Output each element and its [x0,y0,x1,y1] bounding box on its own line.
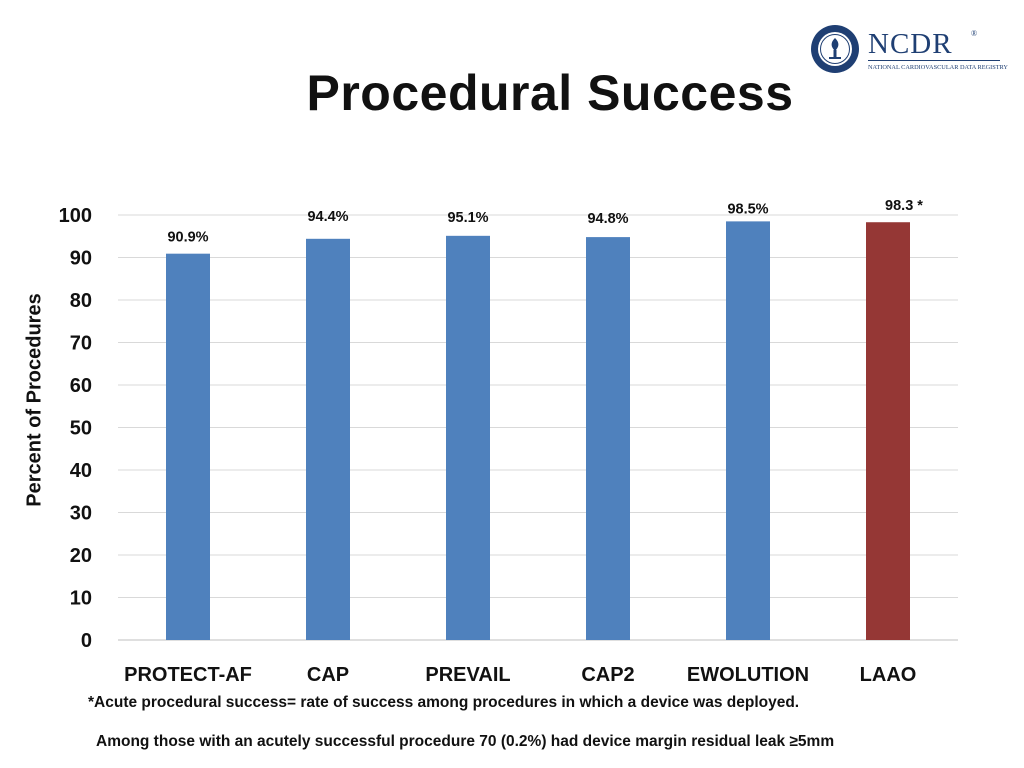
bars [166,221,910,641]
logo-tagline: NATIONAL CARDIOVASCULAR DATA REGISTRY [868,64,1008,71]
y-tick-label: 20 [70,545,92,567]
grid-lines [118,214,958,641]
y-tick-label: 90 [70,248,92,270]
data-label: 94.8% [587,211,628,227]
acc-seal-icon [811,25,859,73]
data-labels: 90.9% 94.4% 95.1% 94.8% 98.5% 98.3 * [167,198,923,245]
x-tick-label: PROTECT-AF [124,664,252,686]
bar [726,221,770,640]
bar [866,222,910,640]
logo-name: NCDR [868,28,953,60]
data-label: 95.1% [447,210,488,226]
y-tick-label: 10 [70,588,92,610]
slide-title: Procedural Success [306,65,794,121]
ncdr-logo: NCDR ® NATIONAL CARDIOVASCULAR DATA REGI… [810,24,1010,76]
y-tick-label: 70 [70,333,92,355]
y-tick-label: 50 [70,418,92,440]
y-tick-label: 60 [70,375,92,397]
logo-divider [868,60,1000,61]
y-tick-label: 0 [81,630,92,652]
x-tick-label: EWOLUTION [687,664,809,686]
data-label: 98.3 * [885,198,923,214]
y-tick-label: 100 [59,205,92,227]
bar [306,238,350,641]
bar [446,235,490,640]
y-tick-labels: 0 10 20 30 40 50 60 70 80 90 100 [59,205,92,652]
residual-leak-note: Among those with an acutely successful p… [96,733,835,750]
footnote: *Acute procedural success= rate of succe… [88,694,800,711]
x-tick-label: CAP2 [581,664,634,686]
y-axis-title: Percent of Procedures [23,293,46,507]
x-tick-label: LAAO [860,664,917,686]
x-tick-label: PREVAIL [425,664,510,686]
data-label: 98.5% [727,201,768,217]
bar-chart: 0 10 20 30 40 50 60 70 80 90 100 90.9% 94.4% 95.1% 94… [59,198,958,686]
data-label: 90.9% [167,230,208,246]
y-tick-label: 80 [70,290,92,312]
data-label: 94.4% [307,209,348,225]
logo-registered-mark: ® [971,29,978,38]
bar [166,253,210,641]
bar [586,237,630,640]
x-tick-labels: PROTECT-AF CAP PREVAIL CAP2 EWOLUTION LAAO [124,664,916,686]
y-tick-label: 30 [70,503,92,525]
x-tick-label: CAP [307,664,349,686]
y-tick-label: 40 [70,460,92,482]
